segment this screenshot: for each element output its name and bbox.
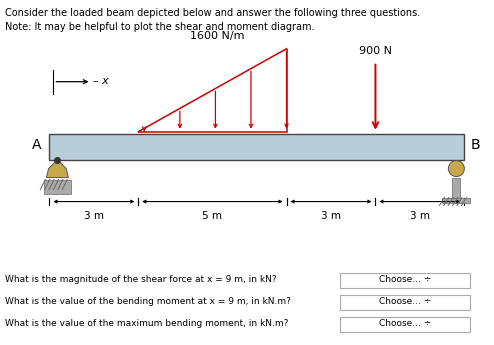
Bar — [340, 295, 470, 309]
Text: Choose... ÷: Choose... ÷ — [379, 297, 431, 306]
Text: 900 N: 900 N — [359, 46, 392, 56]
Text: 3 m: 3 m — [84, 210, 104, 220]
Bar — [49, 134, 464, 159]
Text: Choose... ÷: Choose... ÷ — [379, 319, 431, 328]
Text: What is the value of the bending moment at x = 9 m, in kN.m?: What is the value of the bending moment … — [5, 297, 291, 306]
Text: 1600 N/m: 1600 N/m — [190, 31, 245, 41]
Bar — [442, 198, 470, 203]
Polygon shape — [46, 159, 68, 178]
Bar — [340, 273, 470, 287]
Text: Note: It may be helpful to plot the shear and moment diagram.: Note: It may be helpful to plot the shea… — [5, 22, 315, 32]
Text: A: A — [32, 138, 41, 151]
Text: What is the magnitude of the shear force at x = 9 m, in kN?: What is the magnitude of the shear force… — [5, 276, 277, 285]
Text: B: B — [470, 138, 480, 151]
Circle shape — [449, 160, 464, 177]
Bar — [44, 179, 71, 194]
Bar — [453, 178, 460, 198]
Text: Consider the loaded beam depicted below and answer the following three questions: Consider the loaded beam depicted below … — [5, 8, 420, 18]
Text: 3 m: 3 m — [410, 210, 430, 220]
Text: 3 m: 3 m — [321, 210, 341, 220]
Text: What is the value of the maximum bending moment, in kN.m?: What is the value of the maximum bending… — [5, 319, 288, 328]
Text: – x: – x — [93, 76, 109, 86]
Text: 5 m: 5 m — [203, 210, 222, 220]
Bar — [340, 316, 470, 332]
Text: Choose... ÷: Choose... ÷ — [379, 276, 431, 285]
